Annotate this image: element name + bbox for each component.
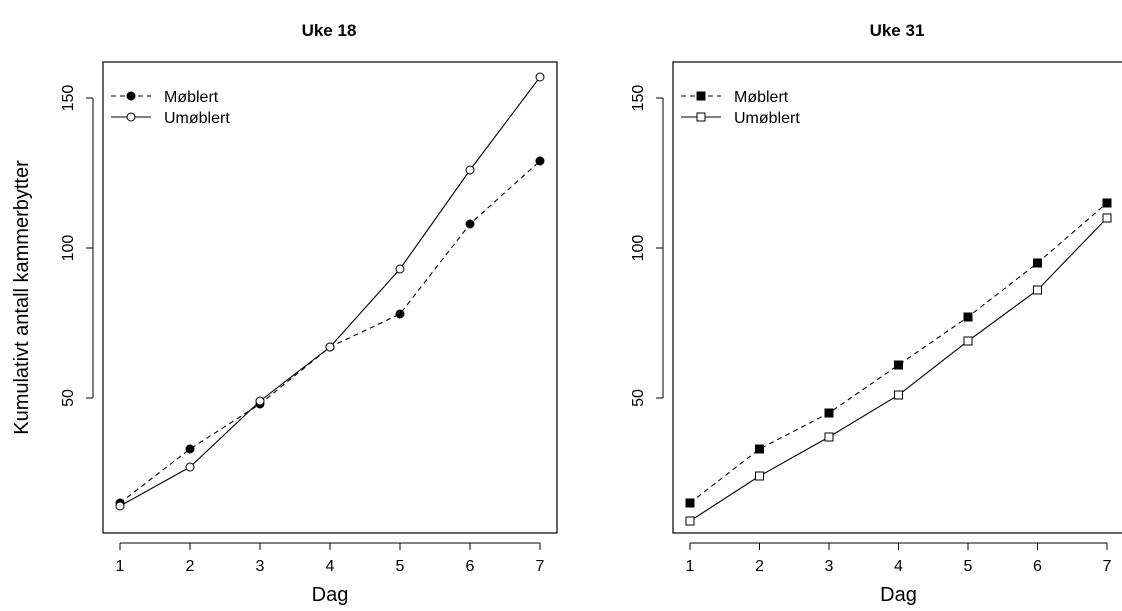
x-tick-label: 4 (894, 558, 903, 575)
plot-frame (102, 61, 558, 534)
data-point (824, 408, 834, 418)
data-point (963, 336, 973, 346)
data-point (963, 312, 973, 322)
x-tick-label: 1 (116, 558, 125, 575)
data-point (115, 501, 125, 511)
x-tick-label: 5 (396, 558, 405, 575)
chart-panel-uke-31: Uke 31 1 2 3 4 5 6 7 Dag 50 100 150 Møblert Umøblert (630, 21, 1122, 606)
x-tick-label: 3 (256, 558, 265, 575)
data-point (255, 396, 265, 406)
series-line-0 (689, 202, 1108, 504)
data-point (185, 462, 195, 472)
legend-label: Møblert (164, 89, 219, 106)
data-point (465, 219, 475, 229)
x-axis-label: Dag (880, 584, 917, 606)
data-point (185, 444, 195, 454)
x-tick-label: 4 (326, 558, 335, 575)
chart-title: Uke 18 (302, 21, 357, 40)
y-axis-label: Kumulativt antall kammerbytter (11, 160, 33, 435)
plot-frame (672, 61, 1122, 534)
legend-marker (126, 112, 136, 122)
x-tick-label: 5 (964, 558, 973, 575)
data-point (395, 264, 405, 274)
x-tick-label: 1 (686, 558, 695, 575)
series-line-0 (119, 160, 541, 504)
data-point (535, 156, 545, 166)
y-tick-label: 100 (630, 235, 647, 262)
x-tick-label: 7 (1103, 558, 1112, 575)
data-point (1102, 198, 1112, 208)
data-point (395, 309, 405, 319)
data-point (755, 444, 764, 454)
chart-title: Uke 31 (870, 21, 925, 40)
data-point (894, 390, 903, 400)
y-tick-label: 150 (60, 85, 77, 112)
x-tick-label: 6 (1033, 558, 1042, 575)
y-tick-label: 50 (60, 389, 77, 407)
legend-label: Umøblert (734, 110, 800, 127)
legend-label: Umøblert (164, 110, 230, 127)
x-tick-label: 2 (186, 558, 195, 575)
data-point (535, 72, 545, 82)
data-point (1033, 258, 1042, 268)
data-point (325, 342, 335, 352)
data-point (894, 360, 903, 370)
x-tick-label: 2 (755, 558, 764, 575)
chart-panel-uke-18: Uke 18 1 2 3 4 5 6 7 Dag 50 100 150 Kumulativt antal… (11, 21, 558, 606)
x-tick-label: 6 (466, 558, 475, 575)
y-tick-label: 100 (60, 235, 77, 262)
data-point (1102, 213, 1112, 223)
legend-marker (696, 112, 706, 122)
data-point (824, 432, 834, 442)
legend-marker (126, 91, 136, 101)
series-line-1 (119, 76, 541, 507)
data-point (755, 471, 764, 481)
x-axis-label: Dag (312, 584, 349, 606)
legend-label: Møblert (734, 89, 789, 106)
data-point (465, 165, 475, 175)
data-point (685, 498, 695, 508)
data-point (685, 516, 695, 526)
y-tick-label: 50 (630, 389, 647, 407)
x-tick-label: 7 (536, 558, 545, 575)
y-tick-label: 150 (630, 85, 647, 112)
x-tick-label: 3 (825, 558, 834, 575)
data-point (1033, 285, 1042, 295)
legend-marker (696, 91, 706, 101)
